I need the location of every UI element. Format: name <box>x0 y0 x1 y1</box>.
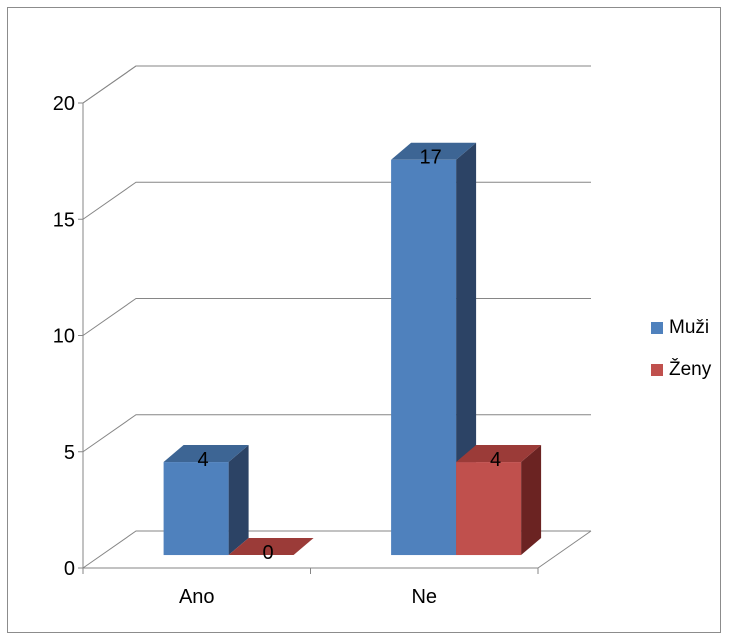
y-tick-label: 15 <box>53 209 75 231</box>
y-tick-label: 10 <box>53 326 75 348</box>
bars <box>163 142 542 556</box>
legend-swatch-series-1 <box>651 321 663 334</box>
legend: Muži Ženy <box>651 317 711 401</box>
legend-swatch-series-2 <box>651 363 663 376</box>
bar-top <box>163 445 249 463</box>
bar-front <box>391 159 457 556</box>
y-tick-label: 5 <box>64 442 75 464</box>
bar-top <box>456 445 542 463</box>
chart-plot: 0 5 10 15 20 Ano Ne 4 0 17 4 <box>53 65 592 608</box>
legend-item-series-2: Ženy <box>651 359 711 380</box>
y-tick-label: 20 <box>53 93 75 115</box>
bar-muži-ano <box>163 445 249 556</box>
bar-front <box>456 462 522 556</box>
labels: 0 5 10 15 20 Ano Ne 4 0 17 4 <box>53 93 501 608</box>
bar-front <box>163 462 229 556</box>
bar-ženy-ne <box>456 445 542 556</box>
x-tick-label-ano: Ano <box>179 586 215 608</box>
x-tick-label-ne: Ne <box>411 586 437 608</box>
data-label-muži-ne: 17 <box>419 147 441 169</box>
bar-ženy-ano <box>228 538 314 556</box>
axes <box>78 102 592 574</box>
bar-top <box>391 142 477 160</box>
gridline-10 <box>82 298 591 336</box>
bar-muži-ne <box>391 142 477 556</box>
back-wall-top <box>82 65 591 104</box>
chart-walls <box>82 65 591 104</box>
floor-right-edge <box>537 530 592 569</box>
legend-label-series-2: Ženy <box>669 359 712 380</box>
chart-frame: 0 5 10 15 20 Ano Ne 4 0 17 4 Muži Ženy <box>7 7 721 633</box>
data-label-ženy-ne: 4 <box>490 449 501 471</box>
legend-label-series-1: Muži <box>669 317 710 338</box>
data-label-ženy-ano: 0 <box>263 542 274 564</box>
data-label-muži-ano: 4 <box>198 449 209 471</box>
y-tick-label: 0 <box>64 558 75 580</box>
bar-top <box>228 538 314 556</box>
legend-item-series-1: Muži <box>651 317 711 338</box>
bar-side <box>228 445 249 556</box>
gridline-20 <box>82 65 591 104</box>
bar-side <box>521 445 542 556</box>
gridline-15 <box>82 181 591 220</box>
